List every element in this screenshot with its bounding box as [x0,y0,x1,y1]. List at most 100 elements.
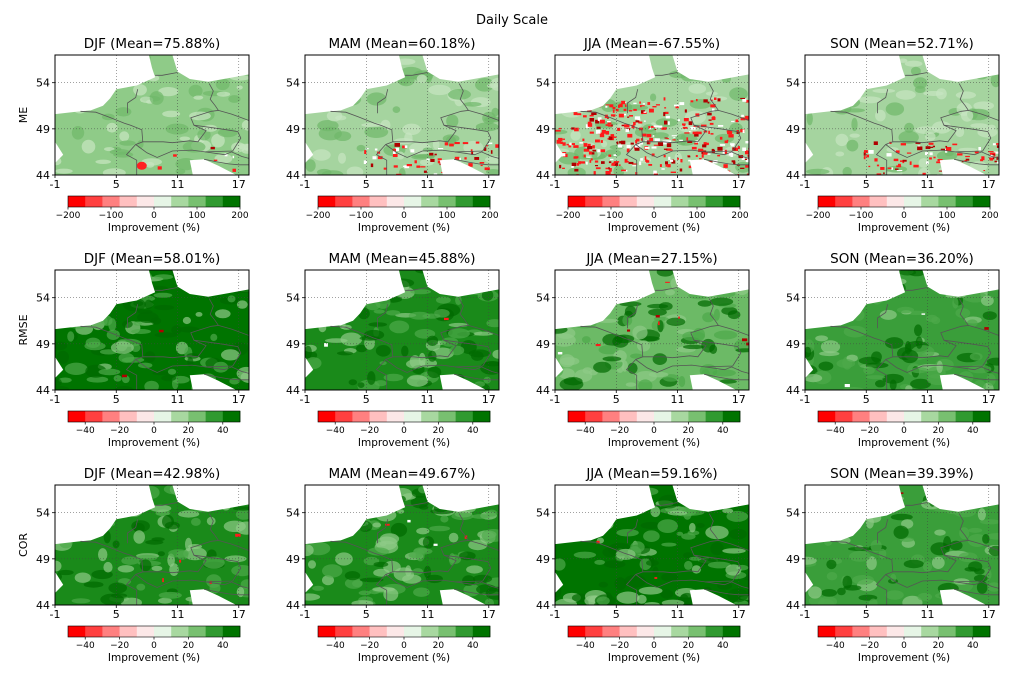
colorbar-bin [85,196,103,207]
colorbar-bin [404,196,422,207]
colorbar-tick-label: 200 [481,211,498,221]
panel-cor-mam: MAM (Mean=49.67%) -1 5 11 17 54 49 44 −40 −20 0 20 4… [286,466,500,664]
x-tick-label: 5 [863,608,870,621]
colorbar-bin [869,196,888,207]
colorbar-tick-label: 20 [433,641,445,651]
colorbar-bin [722,626,741,637]
colorbar-bin [835,411,853,422]
colorbar-tick-label: −100 [99,211,124,221]
x-tick-label: 17 [482,608,496,621]
x-tick-label: 5 [113,608,120,621]
colorbar: −40 −20 0 20 40 Improvement (%) [817,410,991,449]
colorbar-bin [318,196,336,207]
panel-me-son: SON (Mean=52.71%) -1 5 11 17 54 49 44 −200 −100 0 1… [786,36,1000,234]
colorbar-bin [688,626,706,637]
colorbar-bin [654,626,672,637]
y-tick-label: 44 [36,169,50,182]
colorbar-tick-label: 20 [183,426,195,436]
panel-frame [304,54,500,176]
colorbar-tick-label: 20 [683,426,695,436]
colorbar-tick-label: −20 [610,641,629,651]
colorbar-bin [119,196,138,207]
colorbar-bin [835,196,853,207]
colorbar-bin [904,626,922,637]
colorbar-tick-label: 40 [217,641,229,651]
colorbar-bin [722,411,741,422]
colorbar-bin [869,411,888,422]
colorbar-bin [102,196,120,207]
panel-cor-djf: DJF (Mean=42.98%) -1 5 11 17 54 49 44 −40 −20 0 20 4… [36,466,250,664]
colorbar-bin [68,626,86,637]
colorbar-bin [654,411,672,422]
colorbar-bin [869,626,888,637]
colorbar-tick-label: −200 [556,211,581,221]
colorbar-tick-label: 0 [651,426,657,436]
colorbar-tick-label: −40 [576,641,595,651]
panel-frame [554,269,750,391]
colorbar-bin [619,626,638,637]
colorbar-bin [722,196,741,207]
colorbar-bin [222,411,241,422]
colorbar-bin [886,411,905,422]
colorbar-tick-label: −40 [826,641,845,651]
x-tick-label: 17 [982,393,996,406]
colorbar-tick-label: −40 [576,426,595,436]
y-tick-label: 44 [786,384,800,397]
panel-frame [54,54,250,176]
x-tick-label: 5 [363,393,370,406]
y-tick-label: 54 [36,507,50,520]
colorbar-bin [636,626,655,637]
colorbar-bin [438,411,456,422]
x-tick-label: 17 [982,178,996,191]
colorbar-bin [222,626,241,637]
colorbar-bin [671,196,689,207]
colorbar-tick-label: 100 [438,211,455,221]
colorbar-tick-label: 100 [188,211,205,221]
panel-frame [54,484,250,606]
panel-me-jja: JJA (Mean=-67.55%) -1 5 11 17 54 49 44 −200 −100 0… [536,36,750,234]
colorbar-bin [585,626,603,637]
panel-frame [304,484,500,606]
panel-frame [804,484,1000,606]
x-tick-label: 5 [113,178,120,191]
colorbar-tick-label: −200 [56,211,81,221]
colorbar-tick-label: 20 [933,426,945,436]
colorbar-tick-label: 40 [467,641,479,651]
figure-suptitle: Daily Scale [476,13,548,28]
x-tick-label: 11 [921,393,935,406]
colorbar-bin [369,411,388,422]
panel-title: JJA (Mean=59.16%) [585,466,717,482]
x-tick-label: -1 [550,608,561,621]
colorbar-bin [921,626,939,637]
x-tick-label: 5 [613,178,620,191]
y-tick-label: 44 [536,169,550,182]
colorbar-bin [455,196,474,207]
colorbar-bin [421,411,439,422]
x-tick-label: -1 [300,393,311,406]
x-tick-label: 5 [863,393,870,406]
colorbar-bin [938,196,956,207]
y-tick-label: 49 [286,553,300,566]
y-tick-label: 54 [36,292,50,305]
colorbar-bin [68,196,86,207]
colorbar-bin [85,626,103,637]
colorbar: −40 −20 0 20 40 Improvement (%) [567,625,741,664]
colorbar: −40 −20 0 20 40 Improvement (%) [567,410,741,449]
colorbar: −200 −100 0 100 200 Improvement (%) [806,195,999,234]
panel-frame [804,54,1000,176]
panel-title: DJF (Mean=42.98%) [84,466,221,482]
colorbar-bin [602,411,620,422]
colorbar-label: Improvement (%) [108,437,200,449]
colorbar-bin [188,411,206,422]
colorbar-bin [119,626,138,637]
panel-me-djf: DJF (Mean=75.88%) -1 5 11 17 54 49 44 −200 −100 0 1… [36,36,250,234]
colorbar: −40 −20 0 20 40 Improvement (%) [317,625,491,664]
panel-rmse-son: SON (Mean=36.20%) -1 5 11 17 54 49 44 −40 −20 0 20 4… [786,251,1000,449]
colorbar-tick-label: −100 [849,211,874,221]
x-tick-label: -1 [50,608,61,621]
colorbar-bin [136,196,155,207]
colorbar-tick-label: −100 [599,211,624,221]
colorbar-bin [171,196,189,207]
colorbar-bin [119,411,138,422]
x-tick-label: 11 [171,178,185,191]
